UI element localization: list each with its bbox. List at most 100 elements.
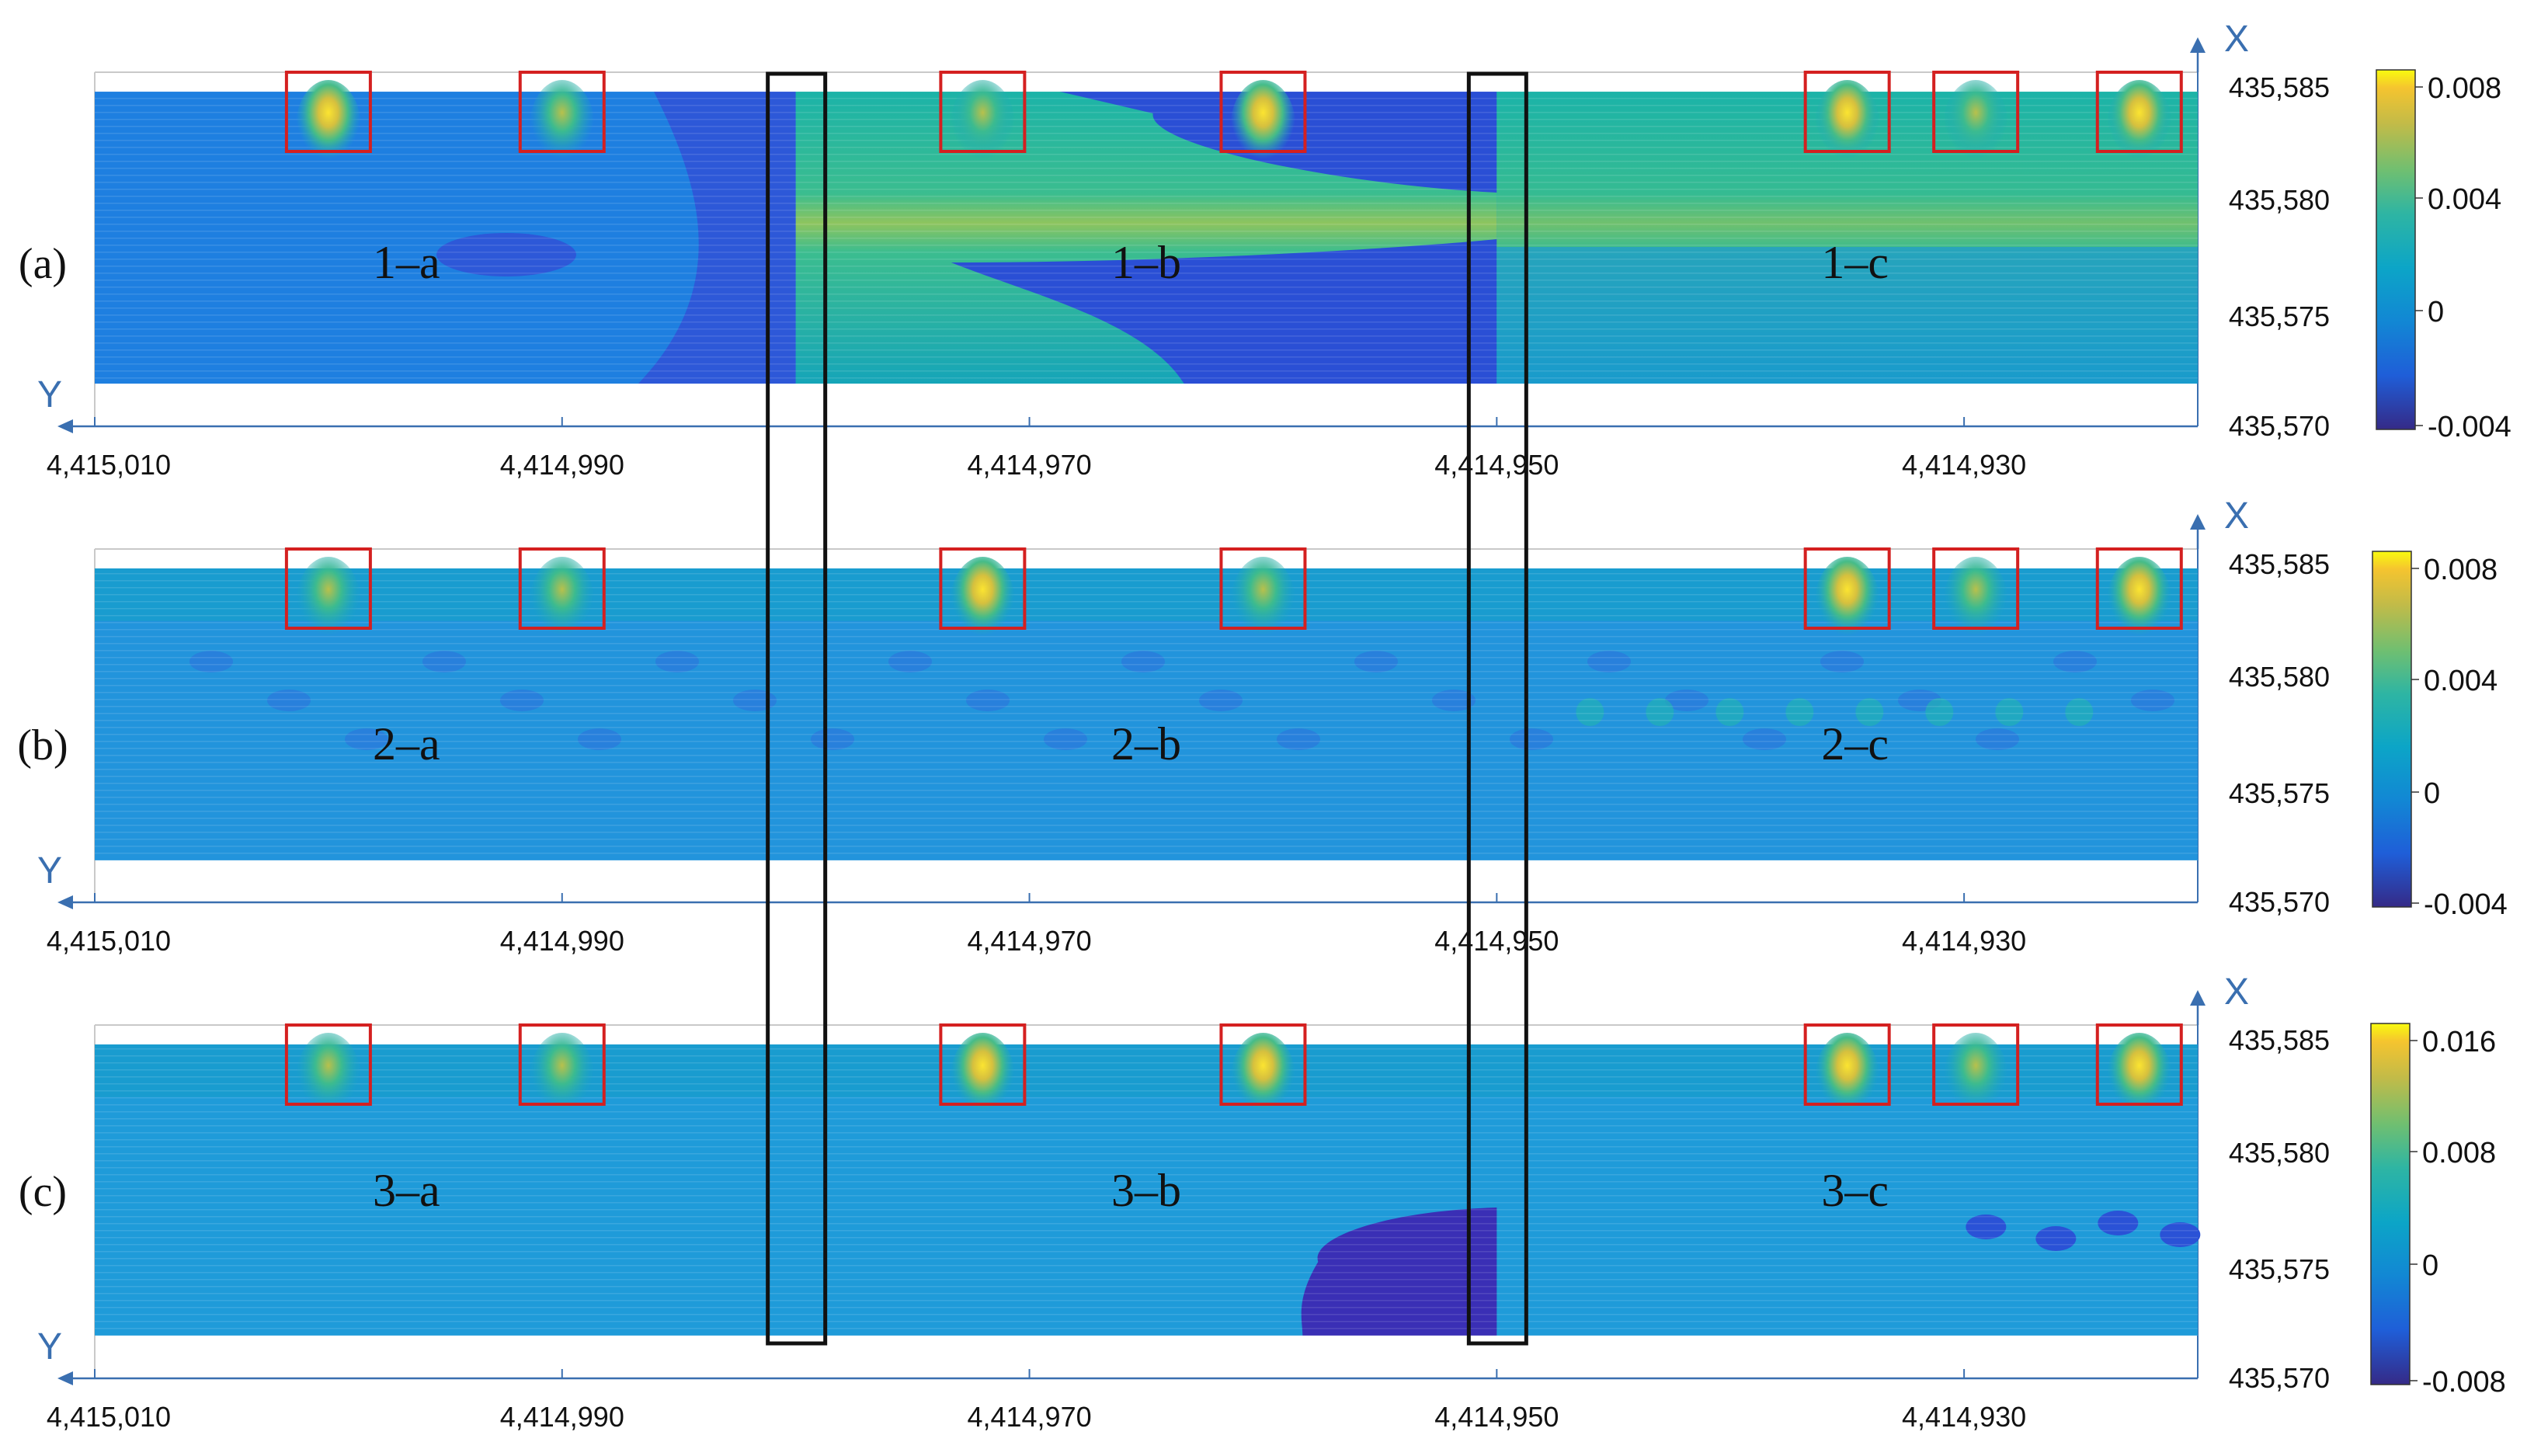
heatmap-field — [95, 1033, 2201, 1336]
region-label: 1–a — [373, 237, 440, 288]
colorbar-tick-label: 0 — [2422, 1249, 2438, 1282]
panel-b: 2–a 2–b 2–c (b) 4,415,010 4,414,990 4,414,970 4… — [17, 495, 2507, 957]
colorbar-tick-label: -0.004 — [2428, 411, 2511, 443]
x-tick-label: 4,414,970 — [967, 1401, 1091, 1433]
y-tick-label: 435,580 — [2229, 184, 2330, 216]
hotspot — [529, 1033, 595, 1126]
x-arrow-icon — [2190, 990, 2206, 1006]
x-tick-label: 4,414,990 — [500, 1401, 624, 1433]
hotspot — [1814, 80, 1880, 173]
x-tick-label: 4,414,930 — [1902, 1401, 2026, 1433]
highlight-box — [939, 547, 1027, 630]
x-axis-name: X — [2224, 495, 2249, 537]
x-tick-label: 4,414,930 — [1902, 925, 2026, 957]
colorbar-tick-label: 0 — [2428, 296, 2444, 328]
y-tick-label: 435,575 — [2229, 1253, 2330, 1285]
colorbar-tick-label: 0.004 — [2424, 665, 2498, 697]
x-tick-label: 4,414,930 — [1902, 449, 2026, 481]
colorbar-tick-label: 0.008 — [2428, 72, 2501, 105]
hotspot — [2106, 1033, 2172, 1126]
highlight-box — [284, 1023, 372, 1106]
panel-label: (a) — [19, 240, 67, 288]
heatmap-field — [95, 557, 2198, 860]
hotspot — [1814, 557, 1880, 650]
colorbar-tick-label: 0.004 — [2428, 183, 2501, 216]
x-tick-label: 4,414,970 — [967, 925, 1091, 957]
highlight-box — [1803, 71, 1891, 153]
x-tick-label: 4,414,990 — [500, 925, 624, 957]
hotspot — [529, 557, 595, 650]
highlight-box — [1219, 547, 1307, 630]
region-label: 2–a — [373, 718, 440, 770]
highlight-box — [939, 71, 1027, 153]
y-arrow-icon — [57, 1371, 73, 1385]
hotspot — [2106, 80, 2172, 173]
hotspot — [950, 557, 1016, 650]
y-tick-label: 435,580 — [2229, 1137, 2330, 1169]
colorbar-tick-label: -0.004 — [2424, 888, 2508, 921]
x-tick-label: 4,414,950 — [1434, 449, 1559, 481]
highlight-box — [1219, 71, 1307, 153]
heatmap-texture — [95, 568, 2198, 860]
panel-label: (c) — [19, 1168, 67, 1216]
highlight-box — [939, 1023, 1027, 1106]
y-arrow-icon — [57, 895, 73, 909]
colorbar-tick-label: -0.008 — [2422, 1366, 2506, 1399]
x-tick-label: 4,415,010 — [47, 449, 171, 481]
x-tick-label: 4,415,010 — [47, 1401, 171, 1433]
y-tick-label: 435,585 — [2229, 1024, 2330, 1056]
y-tick-label: 435,570 — [2229, 410, 2330, 442]
panel-c: 3–a 3–b 3–c (c) 4,415,010 4,414,990 4,414,970 4… — [19, 971, 2506, 1433]
y-tick-label: 435,585 — [2229, 548, 2330, 580]
hotspot — [950, 80, 1016, 173]
hotspot — [1943, 557, 2009, 650]
region-label: 2–c — [1821, 718, 1889, 770]
hotspot — [1943, 80, 2009, 173]
hotspot — [1230, 557, 1296, 650]
hotspot — [529, 80, 595, 173]
y-axis-name: Y — [37, 850, 62, 891]
y-tick-label: 435,570 — [2229, 886, 2330, 918]
x-axis-name: X — [2224, 19, 2249, 60]
hotspot — [1814, 1033, 1880, 1126]
hotspot — [1230, 1033, 1296, 1126]
highlight-box — [518, 547, 606, 630]
hotspot — [295, 80, 361, 173]
x-tick-label: 4,414,970 — [967, 449, 1091, 481]
highlight-box — [2095, 547, 2183, 630]
highlight-box — [2095, 71, 2183, 153]
region-label: 1–b — [1111, 237, 1181, 288]
highlight-box — [518, 71, 606, 153]
panel-label: (b) — [17, 721, 68, 770]
region-label: 3–a — [373, 1165, 440, 1216]
x-tick-label: 4,414,950 — [1434, 925, 1559, 957]
colorbar-tick-label: 0.016 — [2422, 1026, 2496, 1058]
highlight-box — [2095, 1023, 2183, 1106]
panel-a: 1–a 1–b 1–c (a) 4,415,010 4,414,990 4,414,970 4… — [19, 19, 2511, 481]
colorbar — [2376, 69, 2416, 430]
highlight-box — [1803, 1023, 1891, 1106]
highlight-box — [1932, 1023, 2020, 1106]
hotspot — [295, 1033, 361, 1126]
y-axis-name: Y — [37, 374, 62, 415]
highlight-box — [284, 547, 372, 630]
colorbar — [2370, 1023, 2411, 1385]
colorbar-tick-label: 0 — [2424, 777, 2440, 810]
region-label: 3–c — [1821, 1165, 1889, 1216]
colorbar — [2372, 551, 2412, 908]
y-tick-label: 435,575 — [2229, 777, 2330, 809]
highlight-box — [518, 1023, 606, 1106]
region-label: 1–c — [1821, 237, 1889, 288]
x-arrow-icon — [2190, 514, 2206, 530]
heatmap-field — [95, 80, 2198, 384]
colorbar-tick-label: 0.008 — [2424, 554, 2498, 586]
hotspot — [2106, 557, 2172, 650]
highlight-box — [1803, 547, 1891, 630]
hotspot — [295, 557, 361, 650]
region-label: 3–b — [1111, 1165, 1181, 1216]
y-arrow-icon — [57, 419, 73, 433]
hotspot — [1943, 1033, 2009, 1126]
y-tick-label: 435,585 — [2229, 71, 2330, 103]
x-tick-label: 4,414,990 — [500, 449, 624, 481]
x-arrow-icon — [2190, 37, 2206, 53]
